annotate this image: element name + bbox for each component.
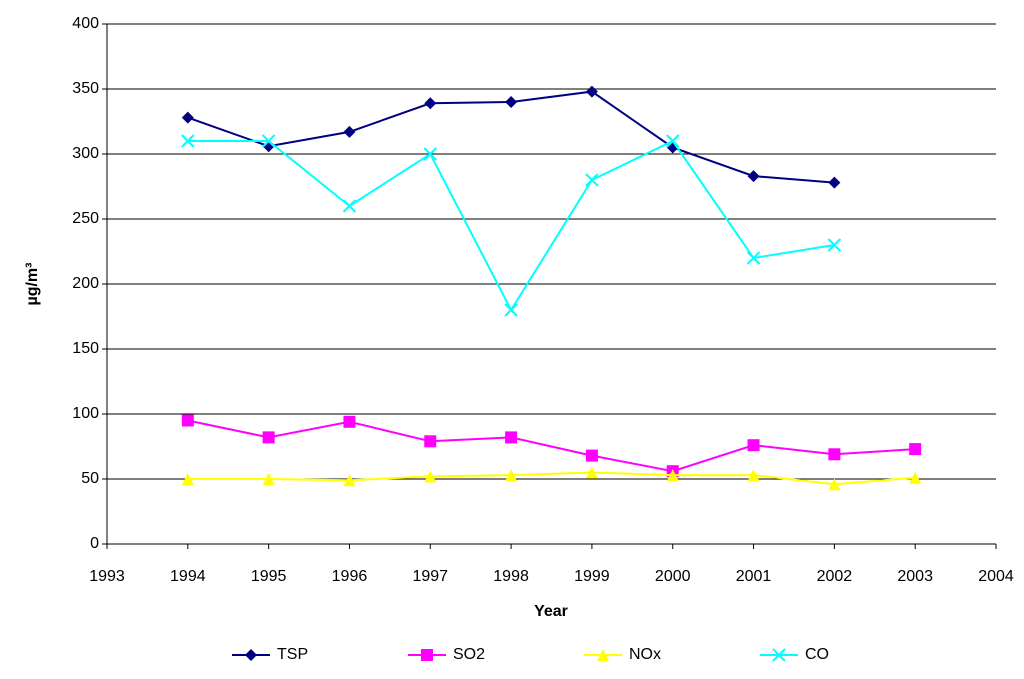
x-tick-label: 1994 <box>170 568 206 585</box>
marker <box>343 474 356 487</box>
x-tick-label: 2003 <box>897 568 933 585</box>
marker <box>585 466 598 479</box>
marker <box>262 473 275 485</box>
x-tick-label: 2004 <box>978 568 1014 585</box>
y-tick-label: 0 <box>90 535 99 552</box>
marker <box>747 170 760 183</box>
legend-label: NOx <box>629 646 661 663</box>
marker <box>505 431 518 444</box>
y-tick-label: 400 <box>72 15 99 32</box>
x-tick-label: 1997 <box>412 568 448 585</box>
marker <box>828 176 841 189</box>
marker <box>585 85 598 98</box>
y-tick-label: 200 <box>72 275 99 292</box>
series-line <box>187 419 916 473</box>
y-tick-label: 350 <box>72 80 99 97</box>
marker <box>505 469 518 482</box>
x-tick-label: 1999 <box>574 568 610 585</box>
x-tick-label: 2002 <box>817 568 853 585</box>
legend-label: TSP <box>277 646 308 663</box>
marker <box>181 111 194 124</box>
marker <box>828 448 841 461</box>
marker <box>181 134 195 148</box>
marker <box>181 414 194 427</box>
marker <box>342 199 357 213</box>
legend-marker <box>597 649 609 661</box>
marker <box>909 443 922 456</box>
marker <box>343 415 356 428</box>
marker <box>181 473 194 485</box>
marker <box>747 439 760 452</box>
y-axis-label: µg/m³ <box>24 263 41 306</box>
marker <box>827 238 842 252</box>
marker <box>505 96 518 108</box>
marker <box>747 469 760 482</box>
series-line <box>187 139 835 313</box>
y-tick-label: 100 <box>72 405 99 422</box>
marker <box>585 173 599 187</box>
y-tick-label: 150 <box>72 340 99 357</box>
legend-label: CO <box>805 646 829 663</box>
marker <box>666 134 680 148</box>
marker <box>424 470 437 483</box>
marker <box>666 469 679 482</box>
marker <box>424 97 437 110</box>
marker <box>585 449 598 462</box>
legend-marker <box>421 649 433 661</box>
x-axis-label: Year <box>534 603 568 620</box>
legend-label: SO2 <box>453 646 485 663</box>
marker <box>343 125 356 138</box>
marker <box>828 478 841 491</box>
x-tick-label: 1993 <box>89 568 125 585</box>
x-tick-label: 2000 <box>655 568 691 585</box>
x-tick-label: 1995 <box>251 568 287 585</box>
x-tick-label: 2001 <box>736 568 772 585</box>
series-line <box>187 471 916 486</box>
y-tick-label: 250 <box>72 210 99 227</box>
marker <box>504 303 518 317</box>
legend-marker <box>245 649 257 661</box>
marker <box>261 134 276 148</box>
marker <box>262 431 275 444</box>
y-tick-label: 50 <box>81 470 99 487</box>
marker <box>423 147 437 161</box>
x-tick-label: 1996 <box>332 568 368 585</box>
marker <box>909 471 922 484</box>
x-tick-label: 1998 <box>493 568 529 585</box>
y-tick-label: 300 <box>72 145 99 162</box>
marker <box>424 435 437 448</box>
legend-marker <box>772 648 786 662</box>
marker <box>746 251 761 265</box>
